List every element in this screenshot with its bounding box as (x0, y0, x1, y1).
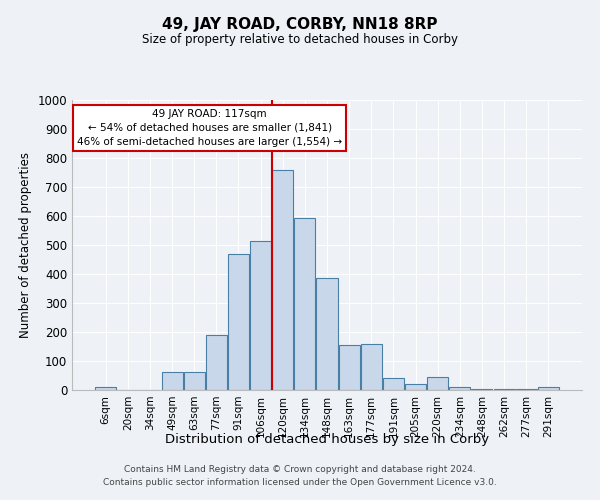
Bar (494, 389, 515, 390)
Text: Contains HM Land Registry data © Crown copyright and database right 2024.: Contains HM Land Registry data © Crown c… (124, 466, 476, 474)
Bar (272, 170, 293, 390)
Bar (228, 254, 249, 390)
Text: Size of property relative to detached houses in Corby: Size of property relative to detached ho… (142, 32, 458, 46)
Bar (449, 387, 470, 390)
Bar (427, 377, 448, 390)
Bar (338, 345, 359, 390)
Bar (361, 344, 382, 390)
Bar (405, 384, 426, 390)
Bar (515, 389, 536, 390)
Bar (383, 378, 404, 390)
Bar (161, 372, 182, 390)
Text: Contains public sector information licensed under the Open Government Licence v3: Contains public sector information licen… (103, 478, 497, 487)
Bar (95, 387, 116, 390)
Text: Distribution of detached houses by size in Corby: Distribution of detached houses by size … (165, 432, 489, 446)
Bar (206, 335, 227, 390)
Text: 49, JAY ROAD, CORBY, NN18 8RP: 49, JAY ROAD, CORBY, NN18 8RP (162, 18, 438, 32)
Bar (295, 218, 316, 390)
Bar (250, 240, 271, 390)
Bar (184, 372, 205, 390)
Bar (316, 278, 338, 390)
Text: 49 JAY ROAD: 117sqm
← 54% of detached houses are smaller (1,841)
46% of semi-det: 49 JAY ROAD: 117sqm ← 54% of detached ho… (77, 108, 342, 146)
Bar (538, 388, 559, 390)
Y-axis label: Number of detached properties: Number of detached properties (19, 152, 32, 338)
Bar (472, 389, 493, 390)
